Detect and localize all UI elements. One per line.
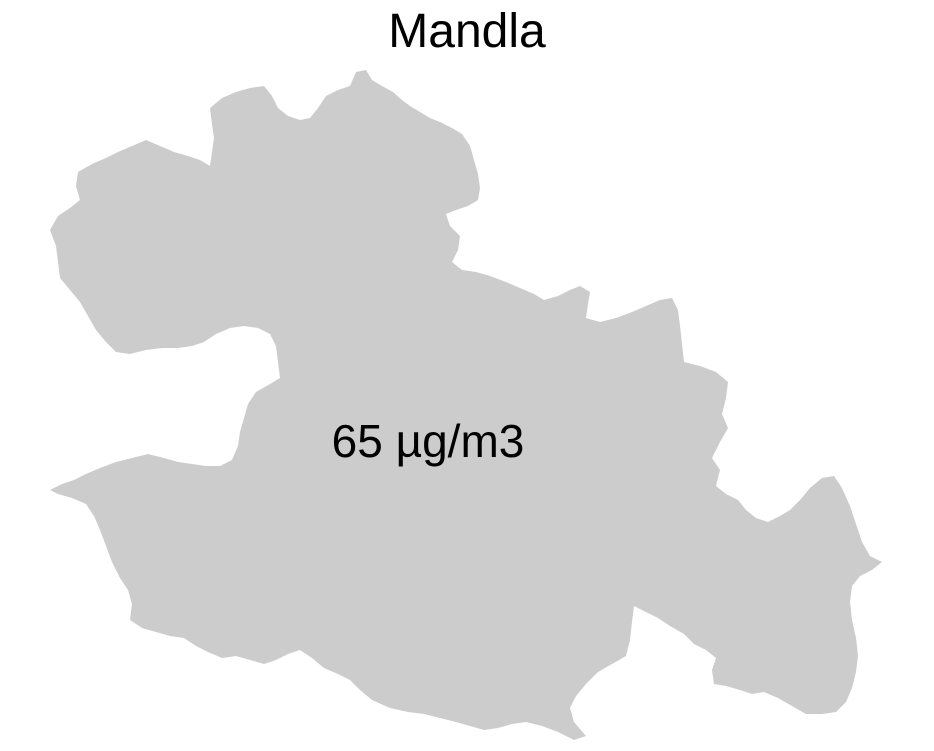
district-boundary-shape — [50, 70, 882, 740]
pollution-value-label: 65 µg/m3 — [331, 415, 525, 467]
district-title: Mandla — [388, 5, 546, 58]
